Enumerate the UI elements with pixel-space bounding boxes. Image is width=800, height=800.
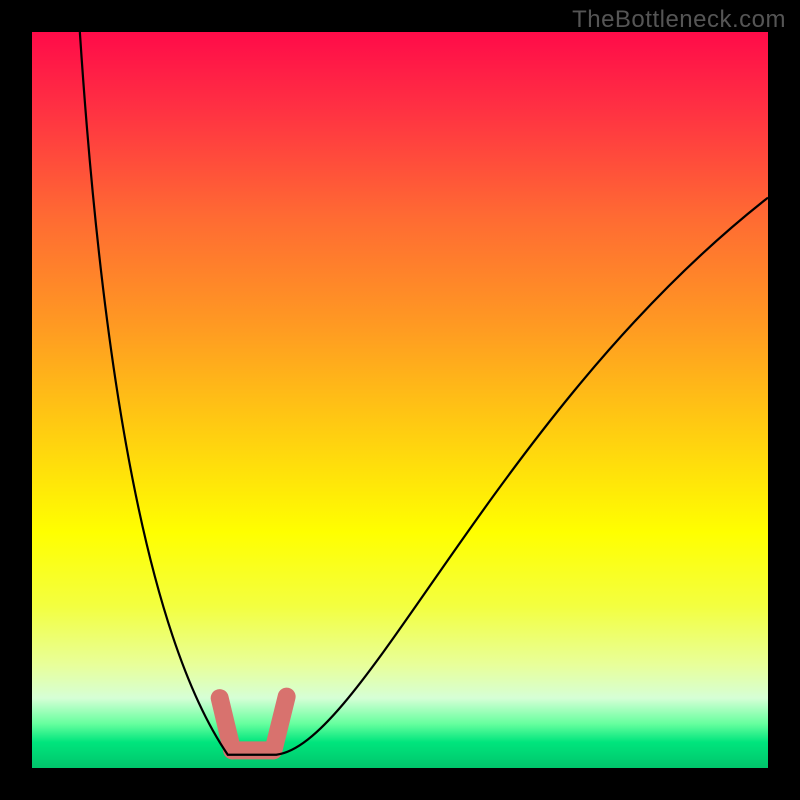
watermark-text: TheBottleneck.com [572,6,786,34]
chart-svg [32,32,768,768]
chart-frame: TheBottleneck.com [0,0,800,800]
gradient-background [32,32,768,768]
plot-area [32,32,768,768]
